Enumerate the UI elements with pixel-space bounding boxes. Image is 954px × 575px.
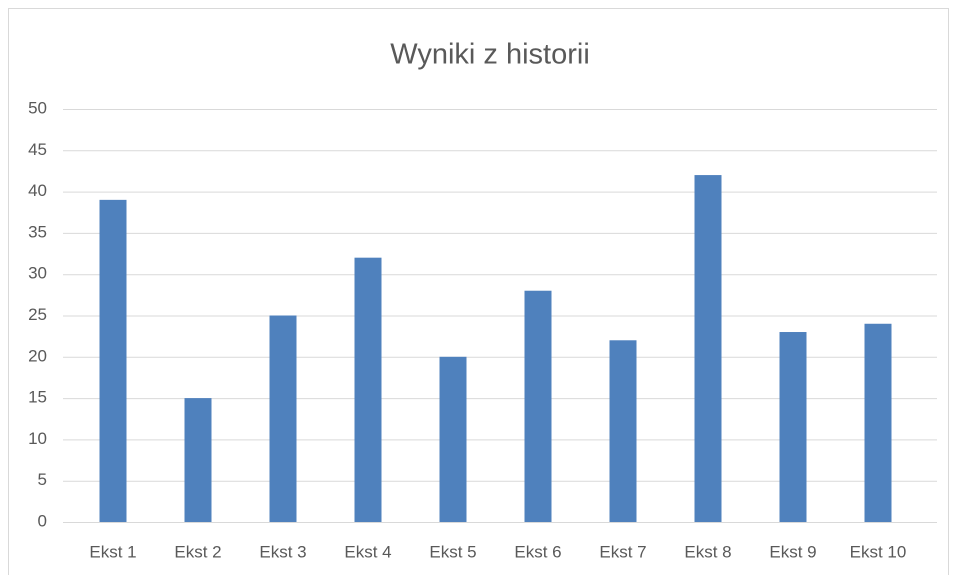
bar — [99, 199, 127, 523]
x-tick-label: Ekst 7 — [599, 542, 646, 561]
x-tick-label: Ekst 1 — [89, 542, 136, 561]
bar — [864, 323, 892, 522]
x-tick-label: Ekst 9 — [769, 542, 816, 561]
bar — [354, 257, 382, 522]
y-tick-label: 20 — [28, 346, 47, 365]
chart-title: Wyniki z historii — [390, 39, 590, 71]
bar — [439, 356, 467, 522]
bar — [694, 175, 722, 522]
x-tick-label: Ekst 10 — [850, 542, 907, 561]
y-tick-label: 30 — [28, 264, 47, 283]
x-tick-label: Ekst 6 — [514, 542, 561, 561]
x-tick-label: Ekst 8 — [684, 542, 731, 561]
y-tick-label: 5 — [38, 470, 47, 489]
bar — [609, 340, 637, 522]
x-tick-label: Ekst 2 — [174, 542, 221, 561]
y-tick-label: 15 — [28, 388, 47, 407]
x-tick-label: Ekst 3 — [259, 542, 306, 561]
y-tick-label: 50 — [28, 98, 47, 117]
y-tick-label: 10 — [28, 429, 47, 448]
y-tick-label: 40 — [28, 181, 47, 200]
y-tick-label: 45 — [28, 140, 47, 159]
bar — [524, 290, 552, 522]
bar — [269, 315, 297, 522]
y-tick-label: 0 — [38, 511, 47, 530]
y-tick-label: 35 — [28, 222, 47, 241]
x-tick-label: Ekst 4 — [344, 542, 391, 561]
y-tick-label: 25 — [28, 305, 47, 324]
bar — [184, 398, 212, 522]
x-tick-label: Ekst 5 — [429, 542, 476, 561]
chart-border — [8, 8, 949, 575]
bar — [779, 332, 807, 522]
